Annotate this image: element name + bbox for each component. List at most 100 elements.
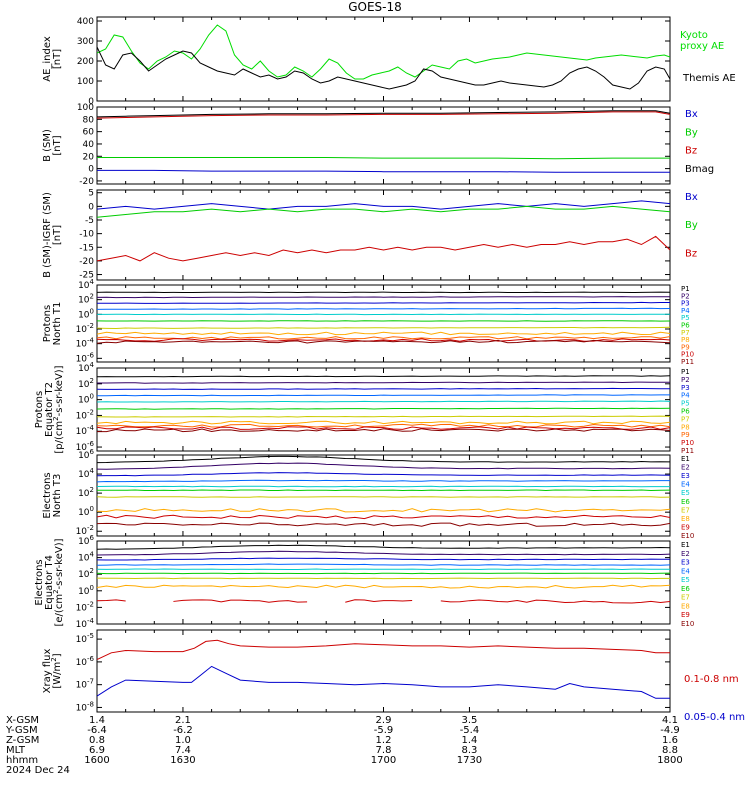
y-axis-label: [nT] [52, 135, 63, 155]
legend-label: 0.1-0.8 nm [684, 674, 739, 685]
y-tick-label: 200 [77, 57, 94, 67]
x-axis-tick-label: -5.4 [460, 725, 480, 736]
legend-label: P11 [681, 447, 694, 455]
legend-label: P3 [681, 384, 690, 392]
y-axis-label: Electrons [34, 559, 45, 605]
series-line-P7 [97, 326, 670, 330]
y-tick-label: 100 [77, 77, 94, 87]
x-axis-tick-label: 8.8 [662, 745, 678, 756]
series-line-0.1-0.8 nm [97, 639, 670, 661]
series-line-P11 [97, 339, 670, 344]
legend-label: E4 [681, 481, 690, 489]
series-line-E9 [173, 599, 308, 603]
legend-label: P2 [681, 376, 690, 384]
series-line-Bz [97, 235, 670, 262]
x-axis-tick-label: 1730 [457, 755, 482, 766]
date-label: 2024 Dec 24 [6, 765, 70, 776]
legend-label: P3 [681, 300, 690, 308]
y-tick-label: 10-2 [76, 524, 94, 537]
y-tick-label: 102 [78, 567, 94, 580]
y-axis-label: North T3 [52, 474, 63, 518]
legend-label: P5 [681, 400, 690, 408]
y-axis-label: Xray flux [42, 649, 53, 694]
y-axis-label: Protons [34, 391, 45, 428]
series-line-By [97, 157, 670, 160]
series-group [97, 639, 670, 699]
series-line-P5 [97, 313, 670, 316]
y-tick-label: 10-2 [76, 322, 94, 335]
legend-label: P1 [681, 285, 690, 293]
y-tick-label: 100 [78, 307, 94, 320]
series-line-E6 [97, 572, 670, 575]
x-axis-tick-label: -6.4 [87, 725, 107, 736]
series-line-E4 [97, 479, 670, 483]
legend-label: E6 [681, 585, 690, 593]
y-tick-label: 10-4 [76, 617, 95, 630]
series-line-E9 [440, 599, 670, 604]
x-axis-tick-label: 1630 [170, 755, 195, 766]
y-axis-label: B (SM)-IGRF (SM) [42, 192, 53, 278]
series-line-0.05-0.4 nm [97, 665, 670, 699]
series-line-E4 [97, 563, 670, 566]
series-line-P1 [97, 291, 670, 294]
panel-5: 104 102 100 10-2 10-4 10-6 Protons Equator T2[p… [34, 361, 671, 454]
x-axis-tick-label: 1.4 [89, 715, 105, 726]
y-tick-label: -20 [79, 257, 94, 267]
y-tick-label: 10-5 [76, 632, 94, 645]
x-axis-row-label: Y-GSM [5, 725, 38, 736]
series-line-P6 [97, 320, 670, 322]
y-tick-label: 400 [77, 17, 94, 27]
series-line-E7 [97, 577, 670, 580]
x-axis-tick-label: 7.8 [376, 745, 392, 756]
legend-label: proxy AE [680, 41, 724, 52]
y-tick-label: 106 [78, 448, 94, 461]
x-axis-tick-label: 1.0 [175, 735, 191, 746]
goes-title: GOES-18 [348, 0, 402, 14]
series-line-P9 [97, 336, 670, 340]
legend-label: P5 [681, 314, 690, 322]
series-line-P2 [97, 381, 670, 384]
y-tick-label: 0 [88, 97, 94, 107]
panel-6: 106 104 102 100 10-2 Electrons North T3 [42, 448, 671, 537]
legend-label: Bz [685, 248, 697, 259]
y-tick-label: -5 [85, 216, 94, 226]
series-line-E5 [97, 568, 670, 571]
y-tick-label: 100 [78, 393, 94, 406]
y-tick-label: 10-6 [76, 440, 95, 453]
legend-label: E6 [681, 498, 690, 506]
legend-label: P4 [681, 392, 690, 400]
y-axis-label: AE_index [42, 36, 53, 82]
legend-label: E9 [681, 611, 690, 619]
x-axis-tick-label: 2.1 [175, 715, 191, 726]
legend-label: E7 [681, 506, 690, 514]
legend-label: E2 [681, 464, 690, 472]
y-axis-label: [W/m2] [50, 653, 63, 688]
legend-label: Bx [685, 192, 698, 203]
x-axis-tick-label: -4.9 [660, 725, 680, 736]
legend-label: 0.05-0.4 nm [684, 712, 745, 723]
legend-label: E8 [681, 515, 690, 523]
series-line-E7 [97, 496, 670, 498]
legend-label: P6 [681, 408, 690, 416]
series-group [97, 110, 670, 173]
legend-label: By [685, 220, 698, 231]
series-group [97, 291, 670, 344]
series-line-P8 [97, 420, 670, 425]
panel-3: -25 -20 -15 -10 -5 0 5 B (SM)-IGRF (SM) [nT] [42, 189, 671, 281]
series-line-P1 [97, 375, 670, 378]
series-line-E2 [97, 550, 670, 556]
series-line-E1 [97, 544, 670, 550]
y-tick-label: 10-4 [76, 424, 95, 437]
series-line-Bz [97, 111, 670, 119]
y-axis-label: North T1 [52, 302, 63, 346]
series-line-P3 [97, 301, 670, 304]
legend-label: E3 [681, 559, 690, 567]
panel-8: 10-5 10-6 10-7 10-8 Xray flux [W/m2] [42, 629, 671, 713]
y-tick-label: -25 [79, 271, 94, 281]
legend-label: P2 [681, 292, 690, 300]
series-line-P11 [97, 428, 670, 433]
series-line-E2 [97, 462, 670, 470]
series-group [97, 200, 670, 262]
